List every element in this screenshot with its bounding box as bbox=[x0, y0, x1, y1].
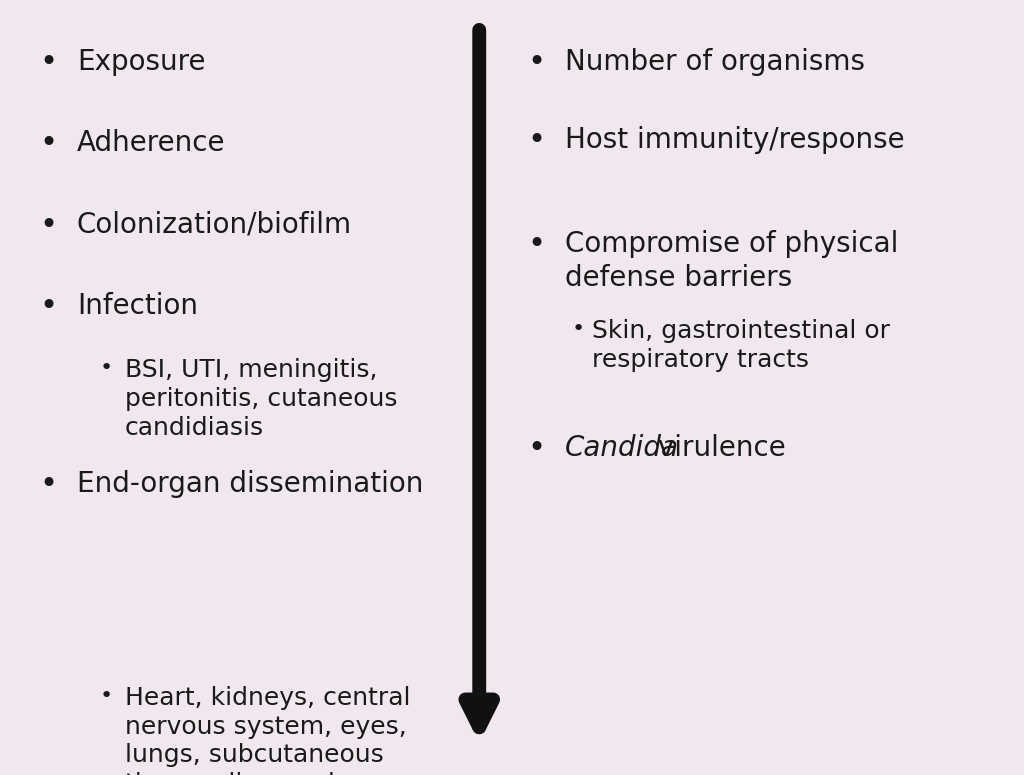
Text: BSI, UTI, meningitis,
peritonitis, cutaneous
candidiasis: BSI, UTI, meningitis, peritonitis, cutan… bbox=[125, 358, 397, 439]
Text: Colonization/biofilm: Colonization/biofilm bbox=[77, 211, 352, 239]
Text: Skin, gastrointestinal or
respiratory tracts: Skin, gastrointestinal or respiratory tr… bbox=[592, 319, 890, 372]
Text: Compromise of physical
defense barriers: Compromise of physical defense barriers bbox=[565, 230, 899, 291]
Text: virulence: virulence bbox=[649, 434, 786, 462]
Text: •: • bbox=[527, 230, 546, 259]
Text: •: • bbox=[99, 686, 113, 706]
Text: •: • bbox=[39, 292, 57, 321]
Text: •: • bbox=[99, 358, 113, 378]
Text: •: • bbox=[527, 434, 546, 463]
Text: •: • bbox=[39, 211, 57, 239]
Text: •: • bbox=[39, 470, 57, 499]
Text: •: • bbox=[39, 48, 57, 77]
Text: Exposure: Exposure bbox=[77, 48, 205, 76]
Text: Adherence: Adherence bbox=[77, 129, 225, 157]
Text: Host immunity/response: Host immunity/response bbox=[565, 126, 905, 153]
Text: End-organ dissemination: End-organ dissemination bbox=[77, 470, 423, 498]
Text: Number of organisms: Number of organisms bbox=[565, 48, 865, 76]
Text: Infection: Infection bbox=[77, 292, 198, 320]
Text: Heart, kidneys, central
nervous system, eyes,
lungs, subcutaneous
tissues, liver: Heart, kidneys, central nervous system, … bbox=[125, 686, 432, 775]
Text: •: • bbox=[39, 129, 57, 158]
Text: •: • bbox=[527, 126, 546, 154]
Text: •: • bbox=[571, 319, 585, 339]
Text: •: • bbox=[527, 48, 546, 77]
Text: Candida: Candida bbox=[565, 434, 679, 462]
